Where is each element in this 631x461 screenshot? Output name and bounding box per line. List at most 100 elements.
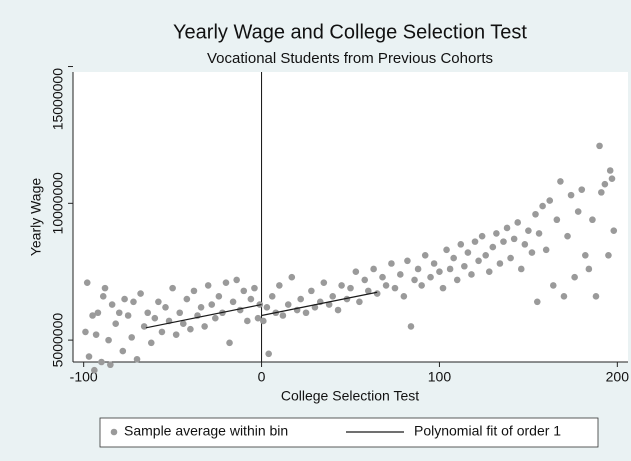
scatter-point <box>297 295 304 303</box>
scatter-point <box>507 254 514 262</box>
scatter-point <box>115 309 123 317</box>
x-tick-label: 100 <box>428 369 452 385</box>
fit-line <box>261 291 378 317</box>
scatter-point <box>92 331 100 338</box>
scatter-point <box>325 301 333 308</box>
scatter-point <box>334 306 342 314</box>
scatter-point <box>91 366 98 374</box>
scatter-point <box>247 295 255 303</box>
scatter-point <box>427 273 434 281</box>
scatter-point <box>557 178 564 185</box>
scatter-point <box>533 298 541 306</box>
scatter-point <box>284 301 292 308</box>
scatter-point <box>578 186 586 193</box>
scatter-point <box>108 301 116 308</box>
scatter-point <box>598 189 605 196</box>
scatter-point <box>260 317 267 325</box>
scatter-point <box>485 268 493 276</box>
scatter-point <box>542 246 550 254</box>
scatter-point <box>229 298 237 306</box>
scatter-point <box>147 339 155 347</box>
scatter-point <box>605 252 612 259</box>
scatter-point <box>190 287 198 295</box>
scatter-point <box>364 287 372 295</box>
scatter-point <box>204 282 212 289</box>
scatter-point <box>596 142 603 150</box>
chart-subtitle: Vocational Students from Previous Cohort… <box>207 50 493 67</box>
scatter-point <box>254 314 262 322</box>
scatter-point <box>439 284 447 292</box>
scatter-point <box>222 279 230 286</box>
scatter-point <box>130 298 137 306</box>
scatter-point <box>361 276 369 284</box>
scatter-point <box>592 293 600 300</box>
scatter-point <box>525 227 532 234</box>
scatter-point <box>121 295 128 303</box>
scatter-point <box>85 353 93 360</box>
fit-line <box>145 303 262 329</box>
scatter-point <box>379 273 386 281</box>
scatter-point <box>212 314 219 322</box>
scatter-point <box>101 284 109 292</box>
scatter-point <box>215 293 223 300</box>
x-axis-title: College Selection Test <box>281 388 419 404</box>
scatter-point <box>382 282 390 289</box>
scatter-point <box>137 290 144 297</box>
scatter-point <box>601 180 609 188</box>
scatter-point <box>119 347 127 355</box>
scatter-point <box>197 303 205 311</box>
scatter-point <box>553 216 561 224</box>
scatter-point <box>208 301 216 308</box>
legend-label: Sample average within bin <box>124 423 288 439</box>
scatter-point <box>521 241 529 248</box>
scatter-point <box>528 249 536 256</box>
scatter-point <box>391 284 399 292</box>
scatter-point <box>400 293 408 300</box>
scatter-point <box>98 358 105 366</box>
y-tick-label: 5000000 <box>50 313 66 368</box>
scatter-point <box>510 235 518 243</box>
scatter-point <box>158 328 166 336</box>
scatter-point <box>606 167 614 174</box>
x-tick-label: 200 <box>606 369 630 385</box>
scatter-point <box>464 249 472 256</box>
scatter-point <box>582 252 589 259</box>
scatter-point <box>585 265 593 273</box>
scatter-point <box>411 276 418 284</box>
scatter-point <box>124 312 132 319</box>
scatter-point <box>546 197 554 204</box>
scatter-point <box>226 339 233 347</box>
scatter-point <box>183 295 191 303</box>
scatter-point <box>539 202 546 210</box>
scatter-point <box>99 293 107 300</box>
scatter-point <box>265 350 272 358</box>
scatter-point <box>82 328 89 336</box>
scatter-point <box>233 276 240 284</box>
scatter-point <box>105 336 112 344</box>
scatter-point <box>144 309 152 317</box>
scatter-point <box>320 279 328 286</box>
scatter-point <box>89 312 96 319</box>
scatter-point <box>244 317 251 325</box>
scatter-point <box>404 257 411 265</box>
scatter-point <box>461 262 468 270</box>
scatter-point <box>489 243 497 251</box>
scatter-point <box>589 216 596 224</box>
scatter-point <box>128 334 136 341</box>
scatter-point <box>571 273 578 281</box>
scatter-point <box>503 224 511 232</box>
y-tick-label: 15000000 <box>50 68 66 131</box>
scatter-point <box>107 361 114 369</box>
scatter-point <box>514 219 522 226</box>
scatter-point <box>240 287 248 295</box>
scatter-point <box>493 230 500 237</box>
scatter-point <box>478 232 486 240</box>
scatter-point <box>236 306 244 314</box>
scatter-point <box>352 268 360 276</box>
scatter-point <box>535 230 543 237</box>
scatter-point <box>302 309 310 317</box>
scatter-point <box>443 246 450 254</box>
scatter-point <box>179 320 187 327</box>
